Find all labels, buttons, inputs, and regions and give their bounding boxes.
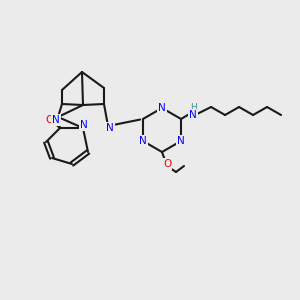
Text: O: O xyxy=(46,115,54,125)
Text: N: N xyxy=(52,115,60,125)
Text: N: N xyxy=(177,136,185,146)
Text: N: N xyxy=(158,103,166,113)
Text: O: O xyxy=(163,159,171,169)
Text: N: N xyxy=(139,136,147,146)
Text: N: N xyxy=(106,123,114,133)
Text: N: N xyxy=(189,110,197,120)
Text: H: H xyxy=(190,103,196,112)
Text: N: N xyxy=(80,120,88,130)
